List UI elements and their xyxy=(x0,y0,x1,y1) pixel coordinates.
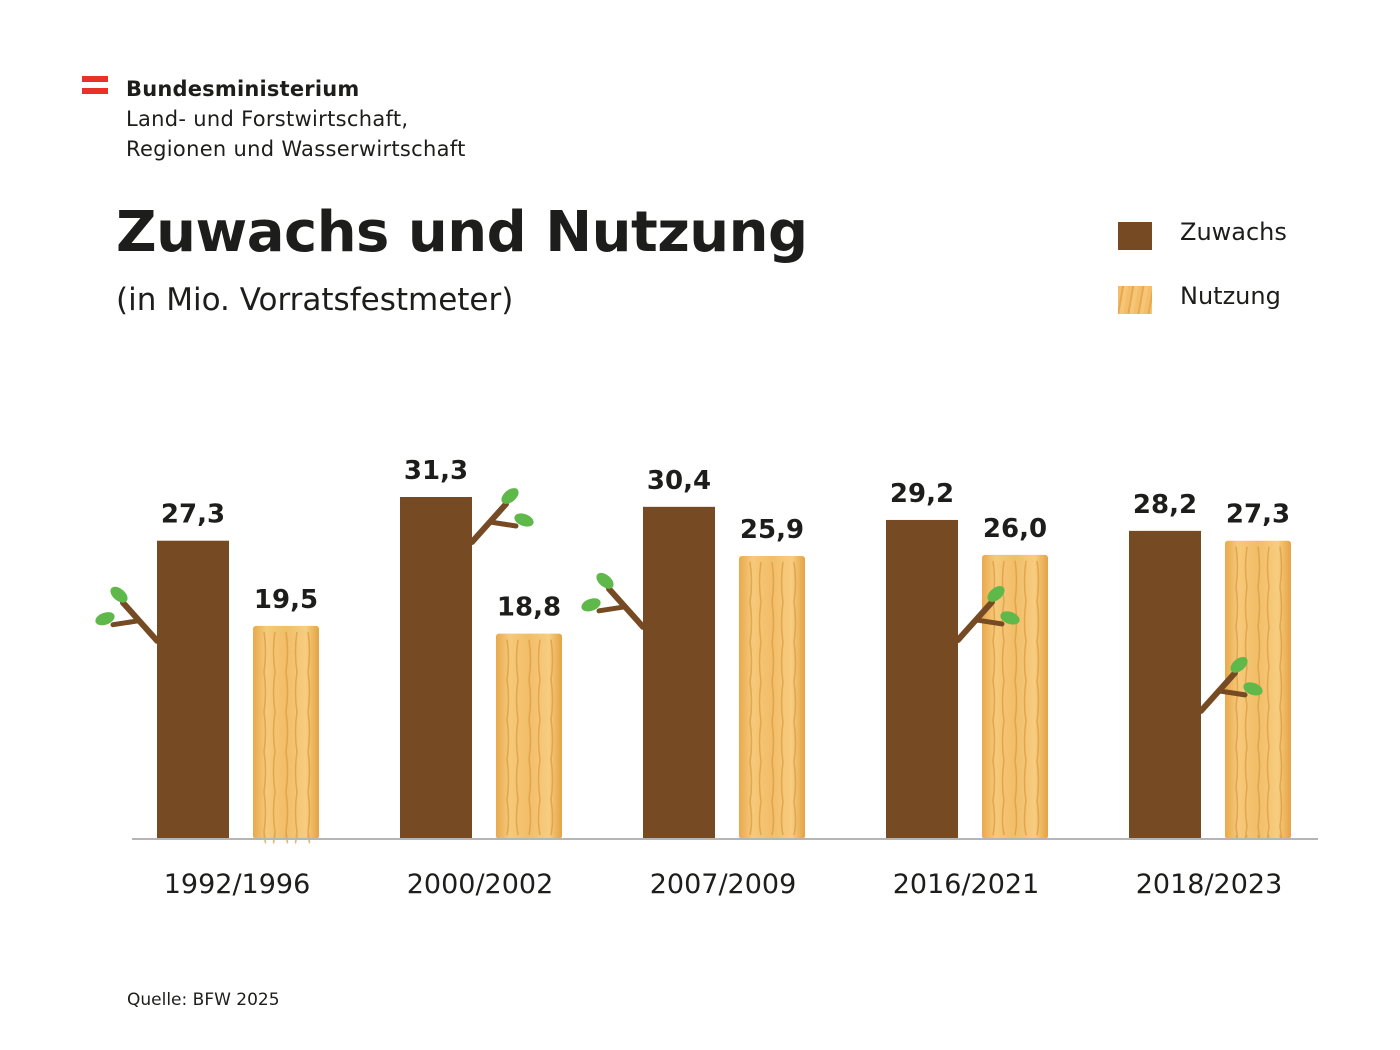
wood-grain xyxy=(1023,560,1027,836)
category-label: 2000/2002 xyxy=(407,869,554,900)
data-label-zuwachs: 28,2 xyxy=(1133,490,1197,520)
data-label-nutzung: 26,0 xyxy=(983,514,1047,544)
ministry-name: Bundesministerium Land- und Forstwirtsch… xyxy=(126,74,466,164)
legend-label-nutzung: Nutzung xyxy=(1180,282,1281,310)
twig-decoration xyxy=(955,586,1020,643)
branch-icon xyxy=(973,617,1005,627)
legend-swatch-nutzung xyxy=(1118,286,1152,314)
ministry-line-1: Bundesministerium xyxy=(126,77,360,101)
leaf-icon xyxy=(987,586,1005,602)
wood-grain xyxy=(1257,546,1261,841)
austria-flag-icon xyxy=(82,76,108,94)
bar-zuwachs xyxy=(1129,530,1201,839)
legend-label-zuwachs: Zuwachs xyxy=(1180,218,1287,246)
twig-decoration xyxy=(95,586,160,644)
bar-nutzung-body xyxy=(739,556,805,839)
branch-icon xyxy=(110,618,142,628)
wood-grain xyxy=(537,639,541,836)
bar-nutzung xyxy=(496,633,562,839)
leaf-icon xyxy=(1243,682,1263,696)
twig-decoration xyxy=(1198,656,1263,714)
leaf-icon xyxy=(514,513,534,527)
wood-grain xyxy=(1244,546,1248,841)
bar-nutzung xyxy=(253,625,319,844)
bar-zuwachs xyxy=(400,497,472,839)
wood-grain xyxy=(272,631,276,844)
wood-grain xyxy=(1036,560,1040,836)
bar-nutzung xyxy=(739,556,805,839)
data-label-nutzung: 27,3 xyxy=(1226,500,1290,530)
leaf-icon xyxy=(95,612,115,626)
wood-grain xyxy=(550,639,554,836)
data-label-zuwachs: 27,3 xyxy=(161,500,225,530)
source-note: Quelle: BFW 2025 xyxy=(127,990,280,1010)
wood-grain xyxy=(1001,560,1005,836)
wood-grain xyxy=(771,561,775,836)
twig-decoration xyxy=(469,488,534,545)
labels-layer: 27,3 19,5 1992/1996 31,3 18,8 2000/2002 30,4 25… xyxy=(132,456,1318,900)
leaf-icon xyxy=(1230,656,1248,673)
leaf-icon xyxy=(581,598,601,612)
leaf-icon xyxy=(1000,611,1020,625)
wood-grain xyxy=(515,639,519,836)
bar-zuwachs xyxy=(643,506,715,839)
chart-title: Zuwachs und Nutzung xyxy=(116,200,808,265)
wood-grain xyxy=(263,631,267,844)
wood-grain xyxy=(749,561,753,836)
wood-grain xyxy=(1235,546,1239,841)
category-label: 2018/2023 xyxy=(1136,869,1283,900)
legend-swatch-zuwachs xyxy=(1118,222,1152,250)
chart-subtitle: (in Mio. Vorratsfestmeter) xyxy=(116,282,514,318)
category-label: 2007/2009 xyxy=(650,869,797,900)
ministry-line-3: Regionen und Wasserwirtschaft xyxy=(126,137,466,161)
wood-grain xyxy=(506,639,510,836)
data-label-nutzung: 25,9 xyxy=(740,515,804,545)
bar-zuwachs xyxy=(157,540,229,839)
data-label-zuwachs: 30,4 xyxy=(647,466,711,496)
data-label-nutzung: 19,5 xyxy=(254,585,318,615)
data-label-nutzung: 18,8 xyxy=(497,593,561,623)
wood-grain xyxy=(294,631,298,844)
bar-nutzung-body xyxy=(496,633,562,839)
wood-grain xyxy=(307,631,311,844)
category-label: 2016/2021 xyxy=(893,869,1040,900)
leaf-icon xyxy=(596,572,614,589)
branch-icon xyxy=(1216,688,1248,698)
bar-nutzung-body xyxy=(253,625,319,839)
wood-grain xyxy=(780,561,784,836)
data-label-zuwachs: 29,2 xyxy=(890,479,954,509)
ministry-line-2: Land- und Forstwirtschaft, xyxy=(126,107,409,131)
data-label-zuwachs: 31,3 xyxy=(404,456,468,486)
branch-icon xyxy=(487,519,519,529)
branch-icon xyxy=(596,604,628,614)
category-label: 1992/1996 xyxy=(164,869,311,900)
bars-layer xyxy=(95,488,1291,844)
wood-grain xyxy=(793,561,797,836)
twig-decoration xyxy=(581,572,646,630)
wood-grain xyxy=(528,639,532,836)
leaf-icon xyxy=(110,586,128,603)
wood-grain xyxy=(1279,546,1283,841)
bar-zuwachs xyxy=(886,519,958,839)
wood-grain xyxy=(1014,560,1018,836)
wood-grain xyxy=(285,631,289,844)
wood-grain xyxy=(758,561,762,836)
wood-grain xyxy=(1266,546,1270,841)
leaf-icon xyxy=(501,488,519,504)
